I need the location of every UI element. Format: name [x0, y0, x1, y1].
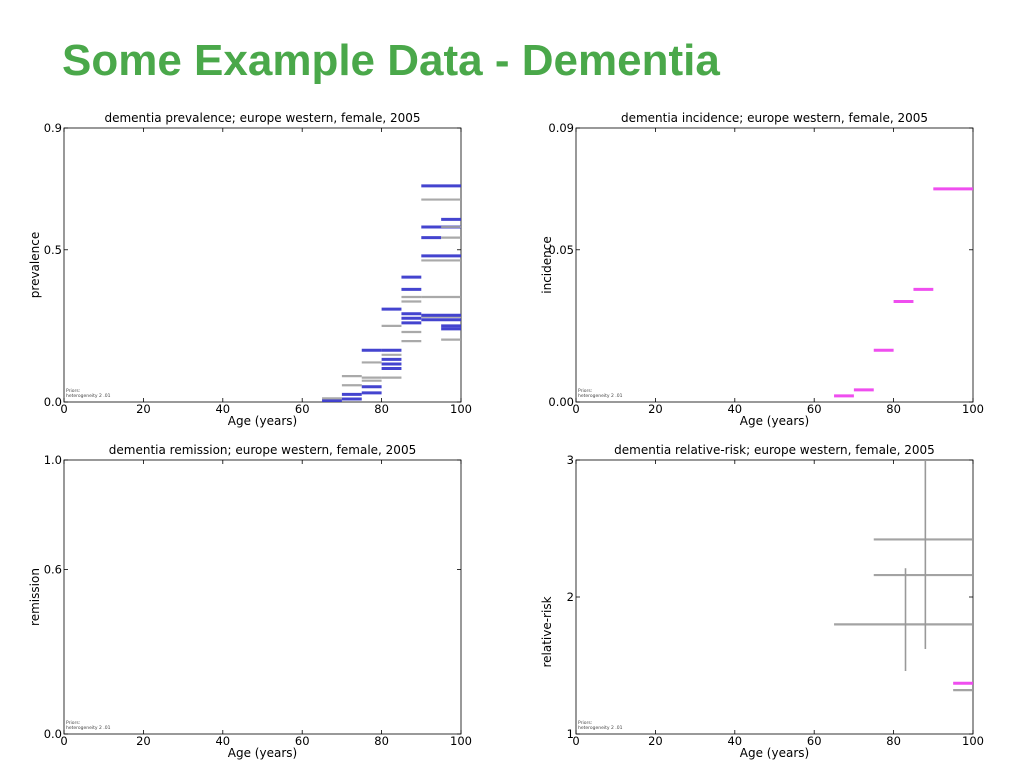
x-tick-label: 80	[374, 734, 389, 748]
y-tick-label: 1.0	[44, 453, 62, 467]
x-tick-label: 100	[962, 734, 984, 748]
x-tick-label: 60	[807, 734, 822, 748]
x-tick-label: 60	[295, 734, 310, 748]
priors-note: Priors:	[578, 388, 592, 394]
x-tick-label: 40	[727, 734, 742, 748]
x-tick-label: 80	[886, 402, 901, 416]
y-tick-label: 2	[567, 590, 574, 604]
y-axis-label: remission	[28, 568, 42, 626]
x-tick-label: 100	[450, 734, 472, 748]
x-tick-label: 40	[215, 402, 230, 416]
x-tick-label: 40	[215, 734, 230, 748]
panel-title: dementia incidence; europe western, fema…	[621, 111, 928, 125]
y-tick-label: 0.9	[44, 121, 62, 135]
x-tick-label: 100	[962, 402, 984, 416]
y-tick-label: 0.0	[44, 727, 62, 741]
priors-note: Priors:	[578, 720, 592, 726]
y-axis-label: relative-risk	[540, 596, 554, 667]
priors-note: Priors:	[66, 388, 80, 394]
y-axis-label: incidence	[540, 236, 554, 293]
x-tick-label: 20	[136, 402, 151, 416]
panel-title: dementia prevalence; europe western, fem…	[104, 111, 420, 125]
panel-title: dementia relative-risk; europe western, …	[614, 443, 935, 457]
x-tick-label: 60	[807, 402, 822, 416]
x-axis-label: Age (years)	[228, 746, 297, 760]
plot-frame	[575, 127, 974, 403]
priors-note: Priors:	[66, 720, 80, 726]
panel-2: dementia incidence; europe western, fema…	[540, 111, 984, 428]
x-tick-label: 20	[648, 734, 663, 748]
panel-3: dementia remission; europe western, fema…	[28, 443, 472, 760]
x-axis-label: Age (years)	[740, 746, 809, 760]
x-tick-label: 40	[727, 402, 742, 416]
priors-note: heterogeneity 2 .01	[578, 393, 623, 399]
y-tick-label: 1	[567, 727, 574, 741]
x-tick-label: 0	[572, 402, 579, 416]
x-tick-label: 0	[60, 734, 67, 748]
priors-note: heterogeneity 2 .01	[66, 725, 111, 731]
y-tick-label: 0.6	[44, 563, 62, 577]
y-tick-label: 0.0	[44, 395, 62, 409]
x-tick-label: 0	[60, 402, 67, 416]
x-tick-label: 100	[450, 402, 472, 416]
panel-4: dementia relative-risk; europe western, …	[540, 443, 984, 760]
panel-1: dementia prevalence; europe western, fem…	[28, 111, 472, 428]
x-tick-label: 80	[374, 402, 389, 416]
priors-note: heterogeneity 2 .01	[66, 393, 111, 399]
x-tick-label: 80	[886, 734, 901, 748]
y-tick-label: 0.5	[44, 243, 62, 257]
y-tick-label: 0.05	[548, 243, 574, 257]
x-tick-label: 0	[572, 734, 579, 748]
y-tick-label: 3	[567, 453, 574, 467]
x-axis-label: Age (years)	[228, 414, 297, 428]
x-axis-label: Age (years)	[740, 414, 809, 428]
plot-frame	[575, 459, 974, 735]
x-tick-label: 60	[295, 402, 310, 416]
plot-frame	[63, 459, 462, 735]
x-tick-label: 20	[136, 734, 151, 748]
plot-frame	[63, 127, 462, 403]
priors-note: heterogeneity 2 .01	[578, 725, 623, 731]
slide-title: Some Example Data - Dementia	[62, 36, 720, 85]
panel-title: dementia remission; europe western, fema…	[109, 443, 416, 457]
y-tick-label: 0.09	[548, 121, 574, 135]
x-tick-label: 20	[648, 402, 663, 416]
y-tick-label: 0.00	[548, 395, 574, 409]
y-axis-label: prevalence	[28, 232, 42, 298]
